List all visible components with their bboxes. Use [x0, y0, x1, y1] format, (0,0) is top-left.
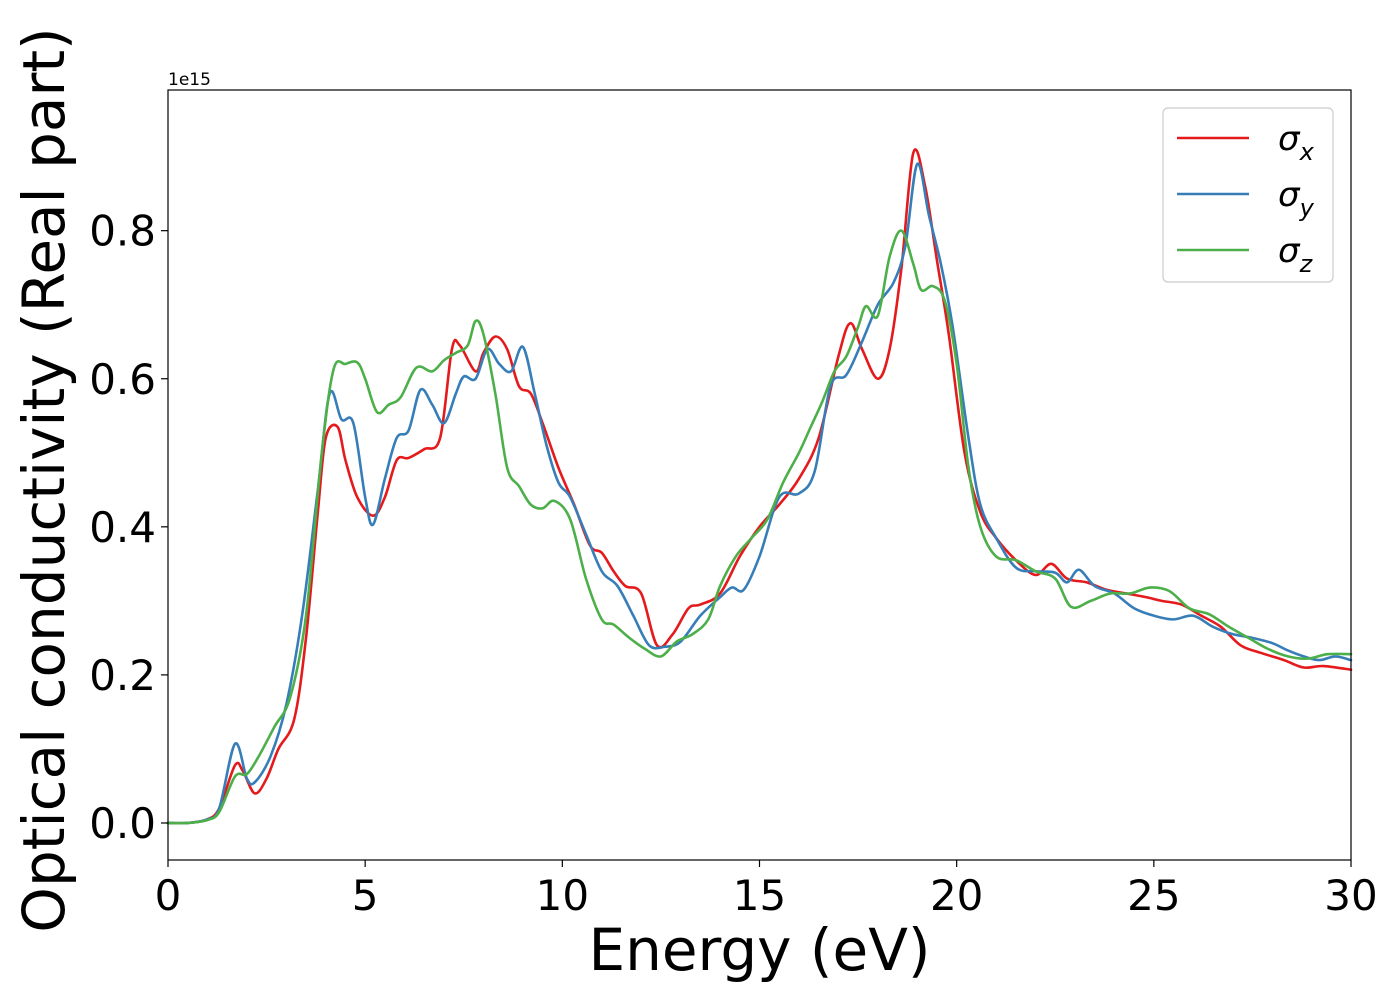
legend-symbol: σ [1278, 175, 1301, 215]
legend-label-y: σy [1278, 175, 1315, 222]
y-tick-label: 0.4 [89, 503, 156, 552]
x-tick-label: 30 [1324, 871, 1377, 920]
x-tick-label: 20 [930, 871, 983, 920]
y-axis-offset-label: 1e15 [168, 70, 211, 90]
y-tick-label: 0.6 [89, 355, 156, 404]
legend-subscript: z [1299, 250, 1314, 278]
x-axis-label: Energy (eV) [588, 916, 930, 984]
legend-symbol: σ [1278, 231, 1301, 271]
x-tick-label: 15 [733, 871, 786, 920]
legend-symbol: σ [1278, 119, 1301, 159]
series-line-y [166, 162, 1353, 825]
y-axis: 0.0 0.2 0.4 0.6 0.8 [89, 207, 168, 848]
y-tick-label: 0.2 [89, 651, 156, 700]
x-tick-label: 25 [1127, 871, 1180, 920]
legend-subscript: x [1299, 138, 1315, 166]
x-tick-label: 5 [352, 871, 379, 920]
x-axis: 0 5 10 15 20 25 30 [155, 860, 1378, 920]
series-line-x [166, 148, 1353, 825]
y-tick-label: 0.0 [89, 799, 156, 848]
legend-label-z: σz [1278, 231, 1314, 278]
legend-label-x: σx [1278, 119, 1315, 166]
x-tick-label: 0 [155, 871, 182, 920]
y-axis-label: Optical conductivity (Real part) [10, 27, 78, 932]
plot-lines [166, 148, 1353, 825]
legend-subscript: y [1299, 194, 1315, 222]
x-tick-label: 10 [536, 871, 589, 920]
y-tick-label: 0.8 [89, 207, 156, 256]
series-line-z [166, 229, 1353, 825]
